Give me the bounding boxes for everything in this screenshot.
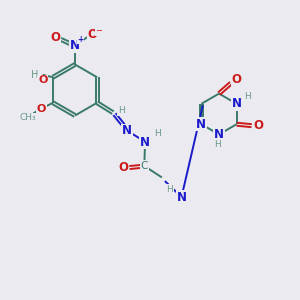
Text: O: O	[38, 75, 47, 85]
Text: H: H	[118, 106, 124, 115]
Text: O: O	[231, 73, 242, 86]
Text: H: H	[167, 184, 173, 194]
Text: +: +	[77, 35, 83, 44]
Text: O: O	[88, 28, 98, 41]
Text: H: H	[214, 140, 221, 149]
Text: O: O	[118, 161, 128, 174]
Text: N: N	[140, 136, 150, 148]
Text: N: N	[70, 39, 80, 52]
Text: O: O	[50, 31, 60, 44]
Text: N: N	[232, 97, 242, 110]
Text: C: C	[141, 161, 148, 171]
Text: O: O	[37, 104, 46, 114]
Text: CH₃: CH₃	[19, 113, 36, 122]
Text: H: H	[31, 70, 39, 80]
Text: N: N	[122, 124, 132, 137]
Text: H: H	[244, 92, 250, 101]
Text: N: N	[214, 128, 224, 141]
Text: N: N	[196, 118, 206, 131]
Text: −: −	[95, 26, 103, 35]
Text: N: N	[176, 191, 186, 204]
Text: O: O	[253, 119, 263, 132]
Text: H: H	[154, 129, 160, 138]
